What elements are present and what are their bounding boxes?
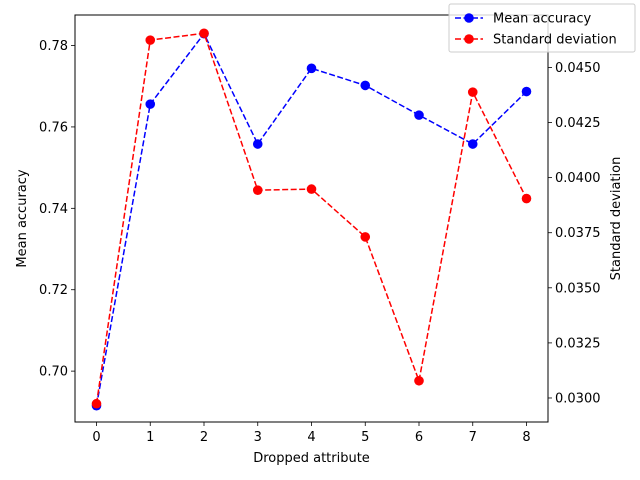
- right-y-tick-label: 0.0300: [555, 391, 601, 406]
- left-y-tick-label: 0.70: [39, 365, 68, 380]
- data-point-mean-accuracy: [360, 80, 371, 91]
- left-y-tick-label: 0.78: [39, 39, 68, 54]
- x-tick-label: 5: [361, 430, 369, 445]
- data-point-standard-deviation: [467, 87, 478, 97]
- data-point-standard-deviation: [91, 398, 102, 409]
- legend-marker-mean-accuracy: [464, 13, 474, 23]
- x-tick-label: 8: [522, 430, 530, 445]
- right-y-tick-label: 0.0425: [555, 116, 601, 131]
- right-y-axis: 0.0300 0.0325 0.0350 0.0375 0.0400 0.0425 0.04…: [548, 61, 601, 406]
- legend-marker-standard-deviation: [464, 34, 474, 44]
- legend-box: [448, 3, 636, 53]
- x-tick-label: 1: [146, 430, 154, 445]
- data-point-standard-deviation: [414, 375, 424, 386]
- right-y-tick-label: 0.0400: [555, 171, 601, 186]
- data-point-standard-deviation: [199, 28, 209, 39]
- left-y-tick-label: 0.72: [39, 283, 68, 298]
- data-point-mean-accuracy: [414, 110, 424, 120]
- left-y-tick-label: 0.76: [39, 120, 68, 135]
- data-point-mean-accuracy: [306, 63, 317, 74]
- right-y-axis-title: Standard deviation: [609, 157, 624, 281]
- data-point-mean-accuracy: [467, 139, 478, 149]
- x-tick-label: 2: [200, 430, 208, 445]
- data-point-standard-deviation: [360, 232, 371, 242]
- x-tick-label: 7: [469, 430, 477, 445]
- x-tick-label: 3: [254, 430, 262, 445]
- legend: Mean accuracy Standard deviation: [448, 3, 636, 53]
- right-y-tick-label: 0.0325: [555, 336, 601, 351]
- legend-label-standard-deviation: Standard deviation: [493, 33, 617, 48]
- data-point-standard-deviation: [252, 185, 263, 195]
- series-layer: [91, 28, 532, 411]
- data-point-mean-accuracy: [252, 139, 263, 149]
- data-point-standard-deviation: [145, 35, 156, 45]
- x-tick-label: 0: [92, 430, 100, 445]
- data-point-mean-accuracy: [521, 86, 532, 97]
- plot-background: [75, 15, 548, 422]
- x-axis-title: Dropped attribute: [253, 451, 370, 466]
- legend-label-mean-accuracy: Mean accuracy: [493, 12, 592, 27]
- right-y-tick-label: 0.0450: [555, 61, 601, 76]
- right-y-tick-label: 0.0350: [555, 281, 601, 296]
- data-point-standard-deviation: [521, 193, 532, 204]
- x-tick-label: 6: [415, 430, 423, 445]
- left-y-tick-label: 0.74: [39, 202, 68, 217]
- x-axis: 0 1 2 3 4 5 6 7 8: [92, 422, 531, 445]
- data-point-standard-deviation: [306, 184, 317, 194]
- left-y-axis-title: Mean accuracy: [15, 169, 30, 268]
- data-point-mean-accuracy: [145, 99, 156, 109]
- right-y-tick-label: 0.0375: [555, 226, 601, 241]
- x-tick-label: 4: [307, 430, 315, 445]
- series-line-mean-accuracy: [95, 32, 528, 406]
- left-y-axis: 0.70 0.72 0.74 0.76 0.78: [39, 39, 75, 380]
